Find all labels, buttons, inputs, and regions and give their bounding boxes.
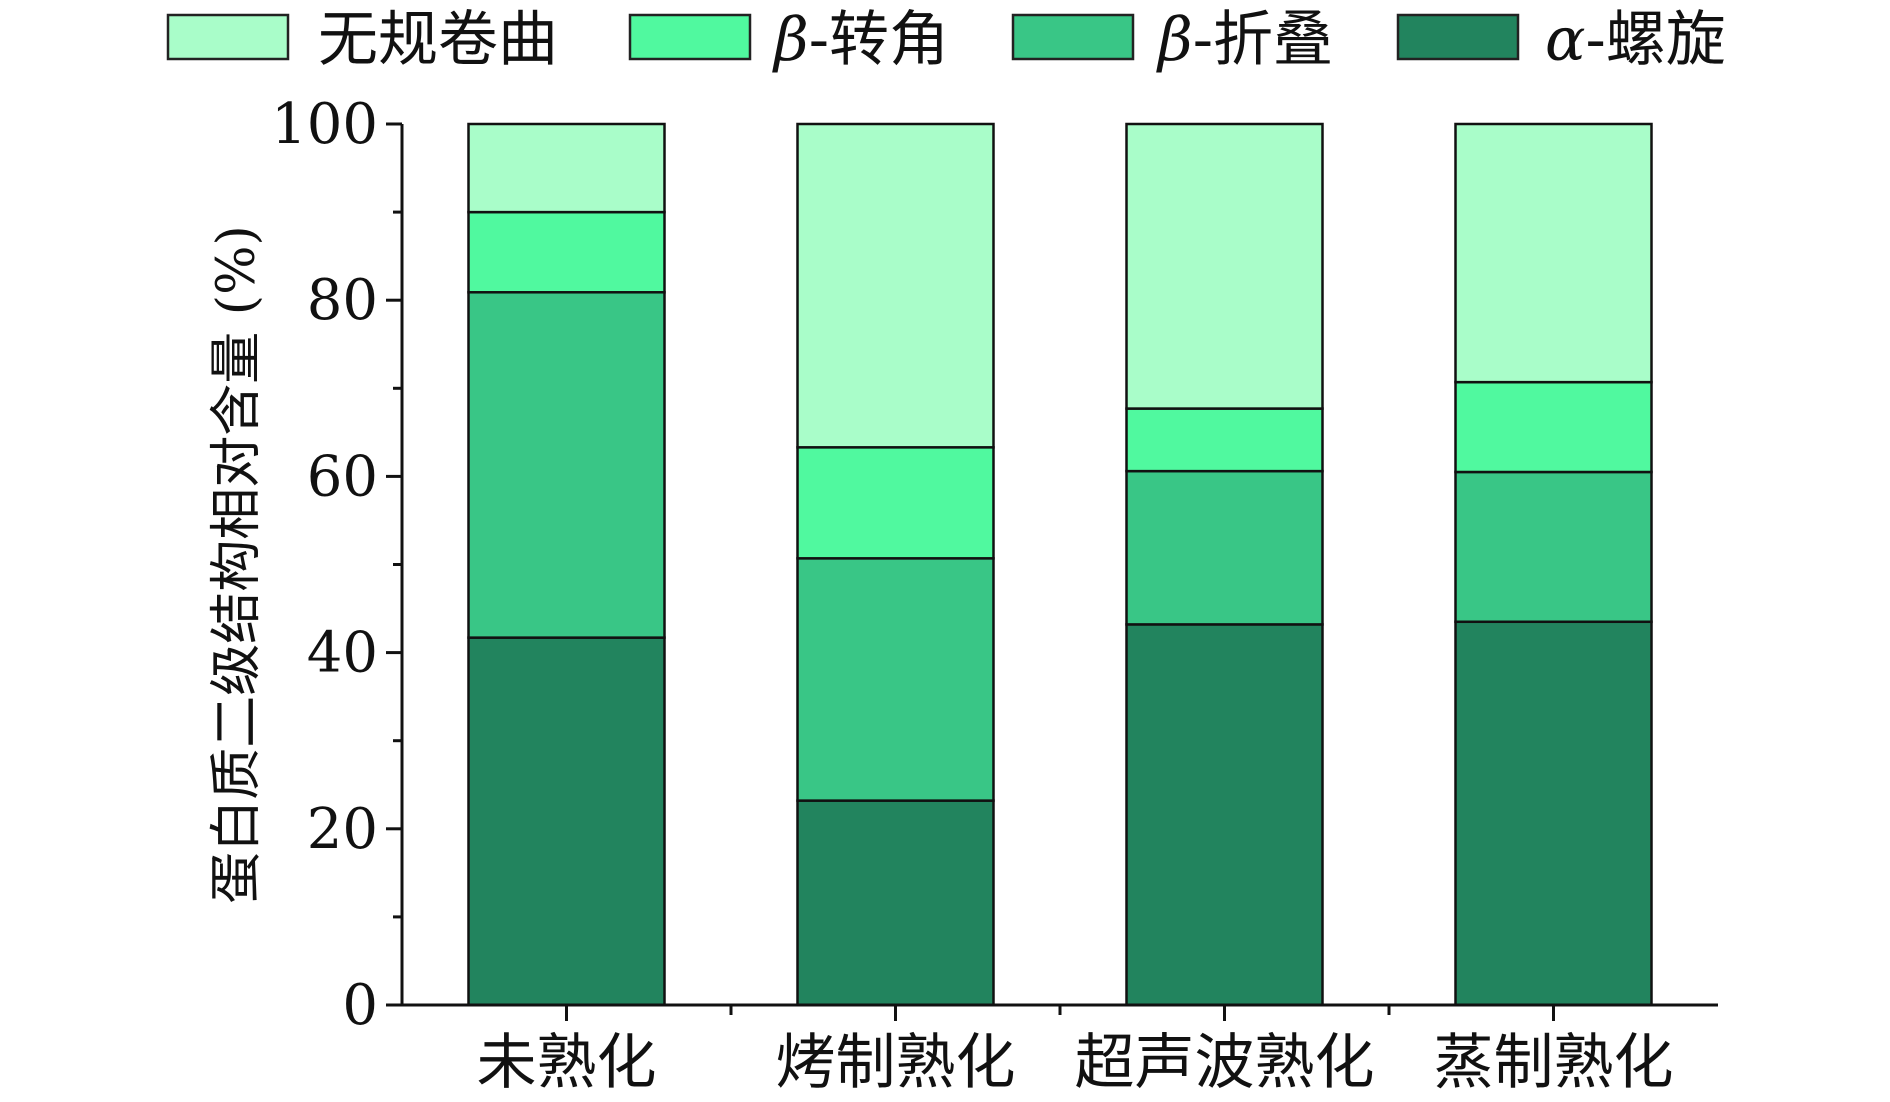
bar-segment-4-series-2 (1454, 470, 1653, 624)
bar-segment-1-series-4 (467, 122, 666, 214)
bar-segment-2-series-4 (796, 122, 995, 449)
y-tick-label-100: 100 (271, 92, 378, 157)
legend-label-3: β-折叠 (1156, 5, 1333, 75)
x-category-label-3: 超声波熟化 (1075, 1028, 1375, 1098)
bar-segment-3-series-4 (1125, 122, 1324, 410)
legend: 无规卷曲 β-转角 β-折叠 α-螺旋 (166, 5, 1726, 75)
bar-segment-4-series-3 (1454, 380, 1653, 474)
legend-label-4: α-螺旋 (1545, 5, 1726, 75)
bar-segment-2-series-1 (796, 799, 995, 1007)
legend-swatch-1 (166, 13, 290, 61)
legend-swatch-3 (1011, 13, 1135, 61)
bar-stack-2 (796, 122, 995, 1007)
legend-item-3: β-折叠 (1011, 5, 1333, 75)
bar-segment-3-series-3 (1125, 407, 1324, 473)
bar-stack-4 (1454, 122, 1653, 1007)
y-axis-label: 蛋白质二级结构相对含量 (%) (207, 225, 267, 904)
legend-swatch-4 (1396, 13, 1520, 61)
x-category-label-1: 未熟化 (477, 1028, 657, 1098)
y-tick-label-80: 80 (307, 268, 378, 333)
y-tick-label-20: 20 (307, 797, 378, 862)
y-tick-label-40: 40 (307, 621, 378, 686)
legend-swatch-2 (628, 13, 752, 61)
legend-item-2: β-转角 (628, 5, 949, 75)
bar-segment-3-series-2 (1125, 469, 1324, 626)
bar-segment-3-series-1 (1125, 623, 1324, 1007)
bar-segment-2-series-3 (796, 446, 995, 560)
bars (467, 122, 1653, 1007)
bar-segment-1-series-3 (467, 210, 666, 294)
bar-segment-4-series-4 (1454, 122, 1653, 384)
legend-item-1: 无规卷曲 (166, 5, 558, 75)
y-tick-label-0: 0 (342, 973, 378, 1038)
legend-label-1: 无规卷曲 (318, 5, 558, 75)
x-category-label-4: 蒸制熟化 (1434, 1028, 1674, 1098)
legend-item-4: α-螺旋 (1396, 5, 1726, 75)
axes: 0 20 40 60 80 100 (271, 92, 1718, 1038)
bar-segment-1-series-2 (467, 291, 666, 639)
axis-labels: 未熟化 烤制熟化 超声波熟化 蒸制熟化 蛋白质二级结构相对含量 (%) (207, 225, 1674, 1098)
x-category-label-2: 烤制熟化 (776, 1028, 1016, 1098)
y-tick-label-60: 60 (307, 444, 378, 509)
bar-stack-3 (1125, 122, 1324, 1007)
legend-label-2: β-转角 (772, 5, 949, 75)
bar-stack-1 (467, 122, 666, 1007)
bar-segment-2-series-2 (796, 557, 995, 802)
bar-segment-1-series-1 (467, 636, 666, 1007)
bar-segment-4-series-1 (1454, 620, 1653, 1007)
